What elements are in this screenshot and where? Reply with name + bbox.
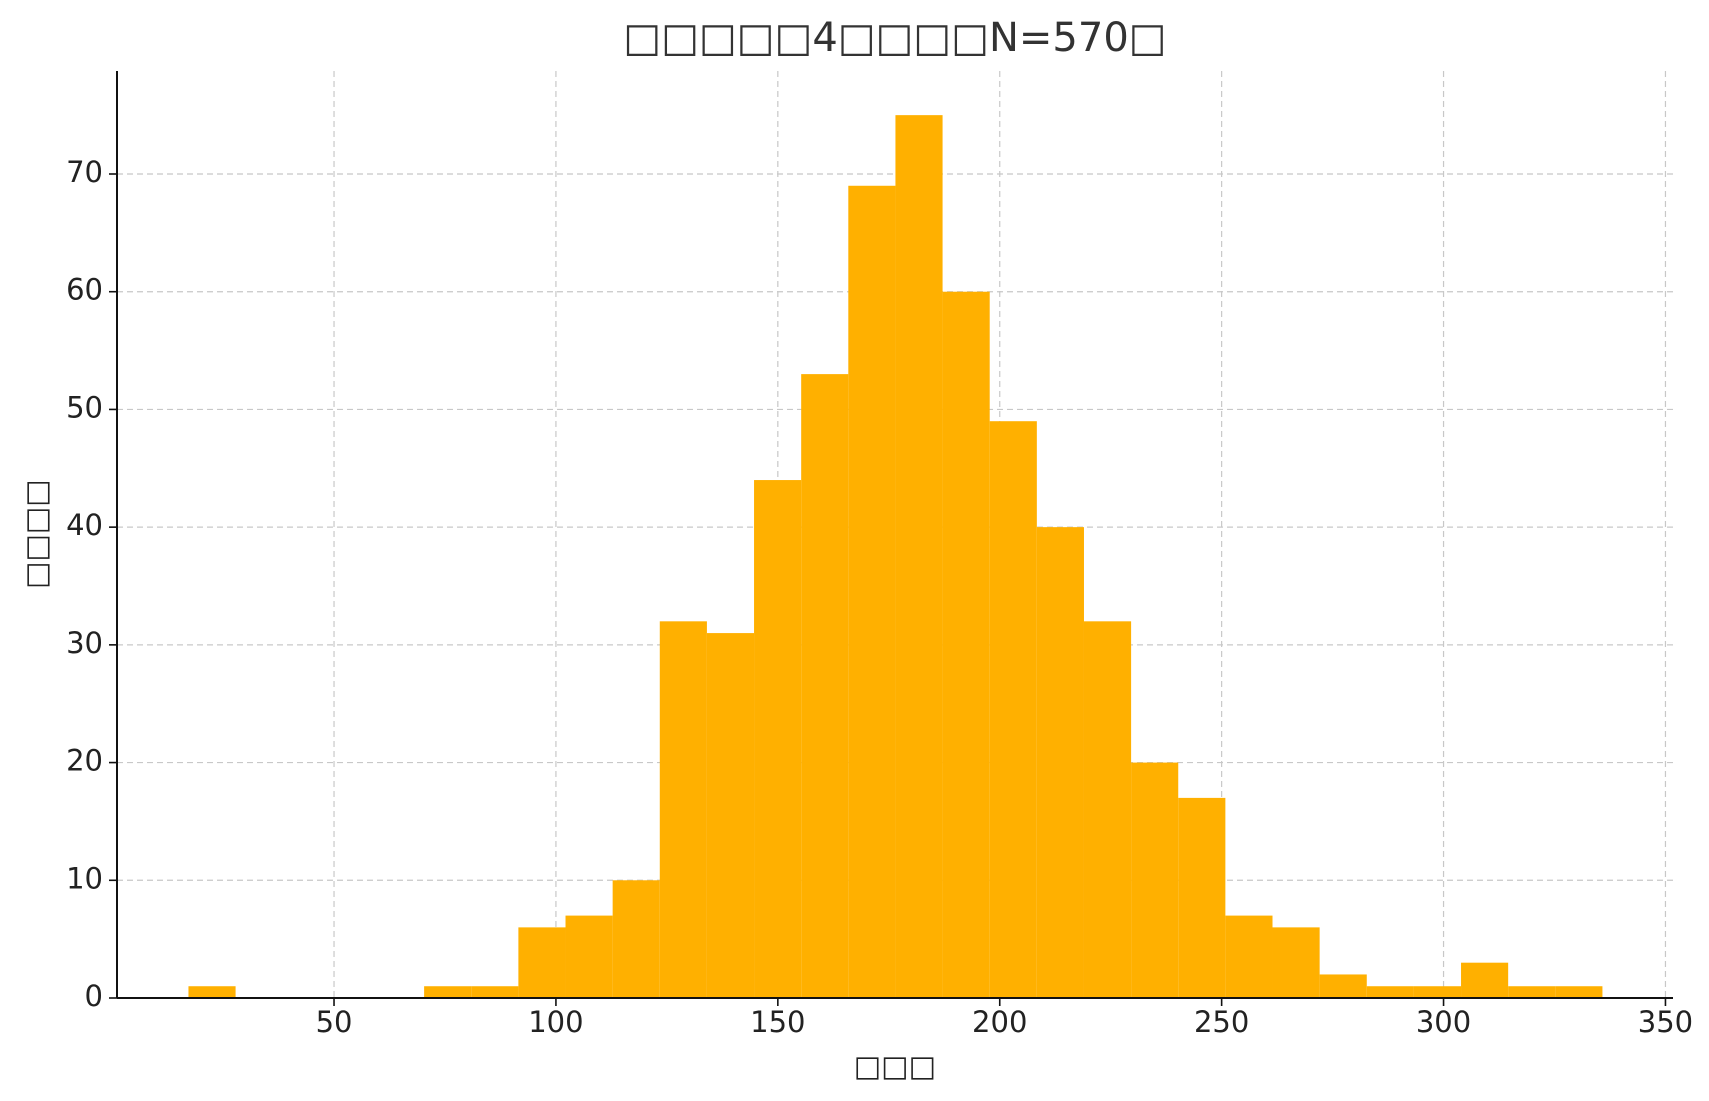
- bar: [1083, 621, 1132, 998]
- bar: [424, 986, 472, 998]
- y-tick-label: 70: [66, 155, 103, 189]
- x-tick-label: 100: [528, 1005, 583, 1039]
- bar: [1036, 527, 1084, 998]
- bar: [1131, 762, 1179, 998]
- x-tick-label: 150: [750, 1005, 805, 1039]
- bar: [565, 915, 613, 998]
- bar: [1555, 986, 1603, 998]
- bar: [801, 374, 849, 999]
- x-tick-label: 50: [316, 1005, 353, 1039]
- x-tick-label: 200: [972, 1005, 1027, 1039]
- bar: [612, 880, 660, 998]
- bar: [942, 291, 990, 998]
- y-tick-label: 60: [66, 273, 103, 307]
- bar: [1461, 962, 1509, 998]
- bar: [1508, 986, 1556, 998]
- bar: [989, 421, 1037, 998]
- bar: [754, 480, 802, 998]
- bar: [895, 115, 943, 998]
- y-tick-label: 40: [66, 508, 103, 542]
- bar: [1319, 974, 1367, 998]
- bar: [471, 986, 519, 998]
- bar: [1366, 986, 1414, 998]
- x-tick-label: 350: [1638, 1005, 1693, 1039]
- y-tick-label: 30: [66, 626, 103, 660]
- x-axis-label: □□□: [854, 1049, 936, 1083]
- bar: [848, 185, 896, 998]
- bar: [188, 986, 236, 998]
- x-tick-label: 300: [1416, 1005, 1471, 1039]
- y-tick-label: 0: [85, 979, 103, 1013]
- y-tick-label: 50: [66, 390, 103, 424]
- bar: [1178, 797, 1226, 998]
- x-tick-label: 250: [1194, 1005, 1249, 1039]
- y-tick-label: 10: [66, 861, 103, 895]
- chart-title: □□□□□4□□□□N=570□: [623, 15, 1166, 61]
- bar: [706, 633, 755, 998]
- bar: [518, 927, 566, 998]
- y-tick-label: 20: [66, 744, 103, 778]
- bar: [1272, 927, 1320, 998]
- bar: [659, 621, 707, 998]
- bar: [1413, 986, 1462, 998]
- y-axis-label: □□□□: [19, 479, 53, 589]
- bar: [1225, 915, 1273, 998]
